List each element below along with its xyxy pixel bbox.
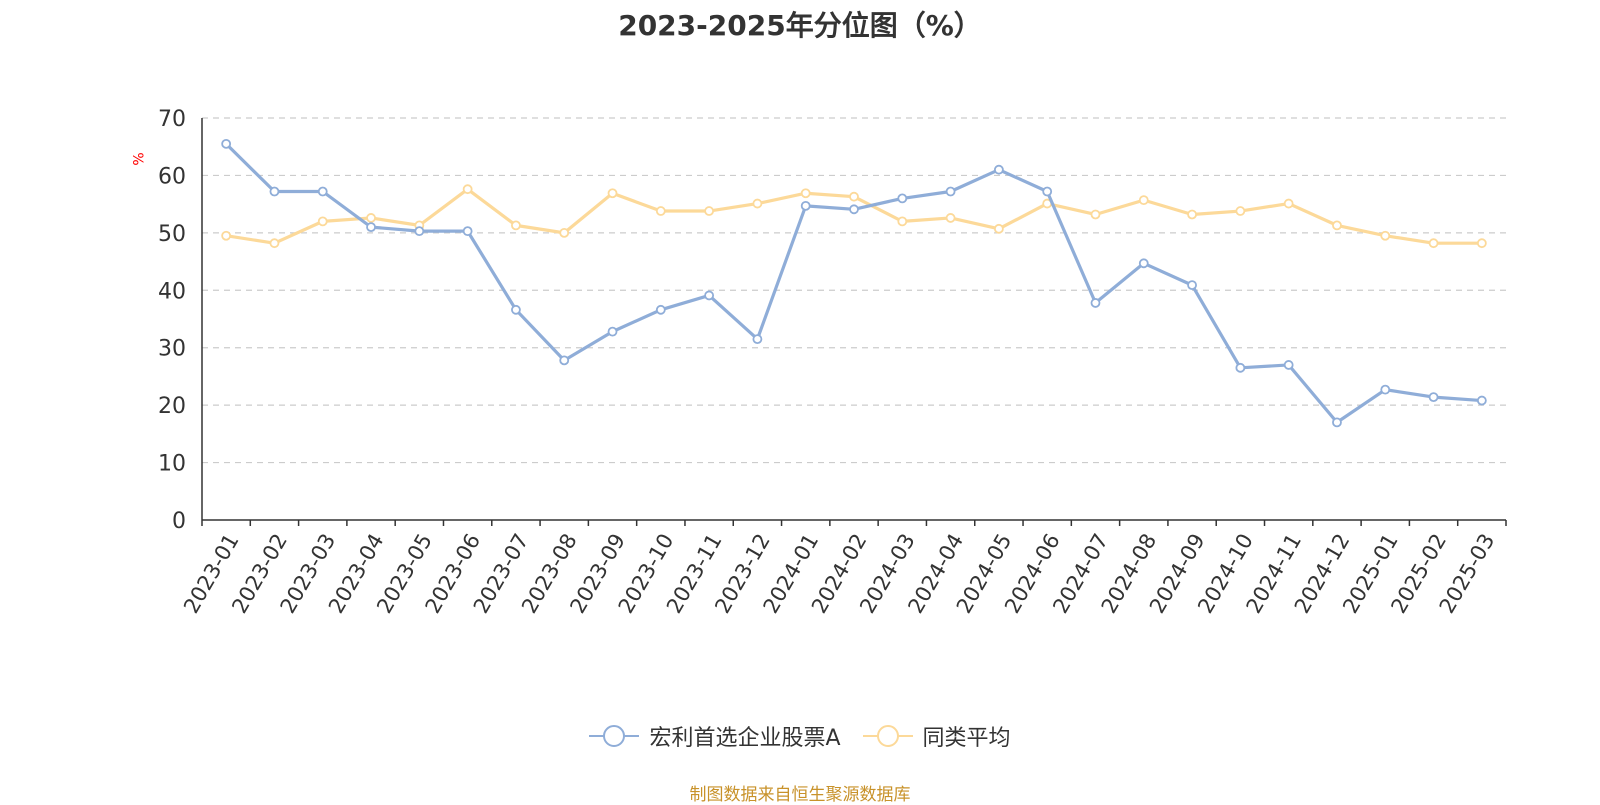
series-2-point — [1090, 209, 1101, 220]
y-tick-label: 0 — [172, 509, 186, 534]
series-1-point — [800, 200, 811, 211]
series-1-point — [1380, 384, 1391, 395]
y-tick-label: 40 — [158, 279, 186, 304]
y-tick-label: 10 — [158, 452, 186, 477]
series-2-point — [1380, 230, 1391, 241]
legend-label-series-1: 宏利首选企业股票A — [649, 726, 841, 751]
legend-marker-series-1 — [589, 724, 640, 748]
series-2-point — [1428, 238, 1439, 249]
series-1-point — [1283, 360, 1294, 370]
series-1-point — [221, 138, 232, 149]
series-1-point — [849, 204, 859, 215]
series-1-point — [704, 290, 715, 301]
series-2-point — [1187, 209, 1197, 220]
series-2-point — [800, 188, 811, 199]
series-2-point — [1283, 198, 1294, 209]
legend-item-series-1[interactable]: 宏利首选企业股票A — [589, 720, 841, 752]
line-chart: 0102030405060702023-012023-022023-032023… — [158, 107, 1507, 617]
series-2-point — [655, 206, 666, 216]
series-1-point — [1476, 395, 1487, 406]
legend-marker-series-2 — [862, 724, 913, 748]
series-1-point — [1332, 417, 1342, 428]
series-1-point — [559, 355, 570, 366]
series-2-point — [993, 223, 1004, 234]
legend: 宏利首选企业股票A 同类平均 — [0, 720, 1600, 752]
series-2-point — [945, 213, 956, 223]
data-source-note: 制图数据来自恒生聚源数据库 — [689, 785, 911, 805]
chart-title: 2023-2025年分位图（%） — [618, 9, 982, 42]
series-2-point — [511, 220, 521, 231]
y-tick-label: 60 — [158, 164, 186, 189]
y-tick-label: 70 — [158, 107, 186, 132]
series-2-point — [269, 238, 280, 249]
series-2-point — [1138, 195, 1149, 206]
series-1-point — [655, 304, 666, 315]
series-1-point — [511, 304, 521, 315]
series-2-point — [1235, 206, 1246, 216]
series-1-point — [993, 164, 1004, 175]
series-1-point — [945, 186, 956, 197]
series-1-point — [607, 326, 618, 337]
y-tick-label: 20 — [158, 394, 186, 419]
series-1-point — [1428, 392, 1439, 403]
series-1-point — [317, 186, 328, 197]
series-2-point — [1476, 238, 1487, 249]
series-1-point — [1235, 362, 1246, 373]
series-2-point — [704, 206, 715, 216]
y-tick-label: 30 — [158, 337, 186, 362]
series-2-point — [849, 191, 859, 202]
series-1-point — [752, 334, 763, 345]
series-1-point — [1090, 298, 1101, 308]
series-2-point — [1332, 220, 1342, 231]
series-2-point — [462, 184, 473, 195]
legend-item-series-2[interactable]: 同类平均 — [862, 720, 1011, 752]
series-2-point — [221, 230, 232, 241]
series-2-point — [317, 216, 328, 227]
series-2-point — [897, 216, 908, 227]
series-1-point — [366, 222, 376, 233]
series-1-point — [414, 226, 425, 237]
series-2-point — [559, 227, 570, 238]
series-1-point — [1138, 258, 1149, 269]
legend-label-series-2: 同类平均 — [922, 726, 1011, 751]
series-1-point — [269, 186, 280, 197]
series-2-point — [752, 198, 763, 209]
series-2-point — [366, 213, 376, 223]
y-tick-label: 50 — [158, 222, 186, 247]
series-2-point — [607, 188, 618, 199]
series-line-1 — [225, 142, 1482, 424]
series-1-point — [1187, 280, 1197, 291]
series-1-point — [897, 193, 908, 204]
series-1-point — [462, 226, 473, 237]
series-1-point — [1042, 186, 1053, 197]
